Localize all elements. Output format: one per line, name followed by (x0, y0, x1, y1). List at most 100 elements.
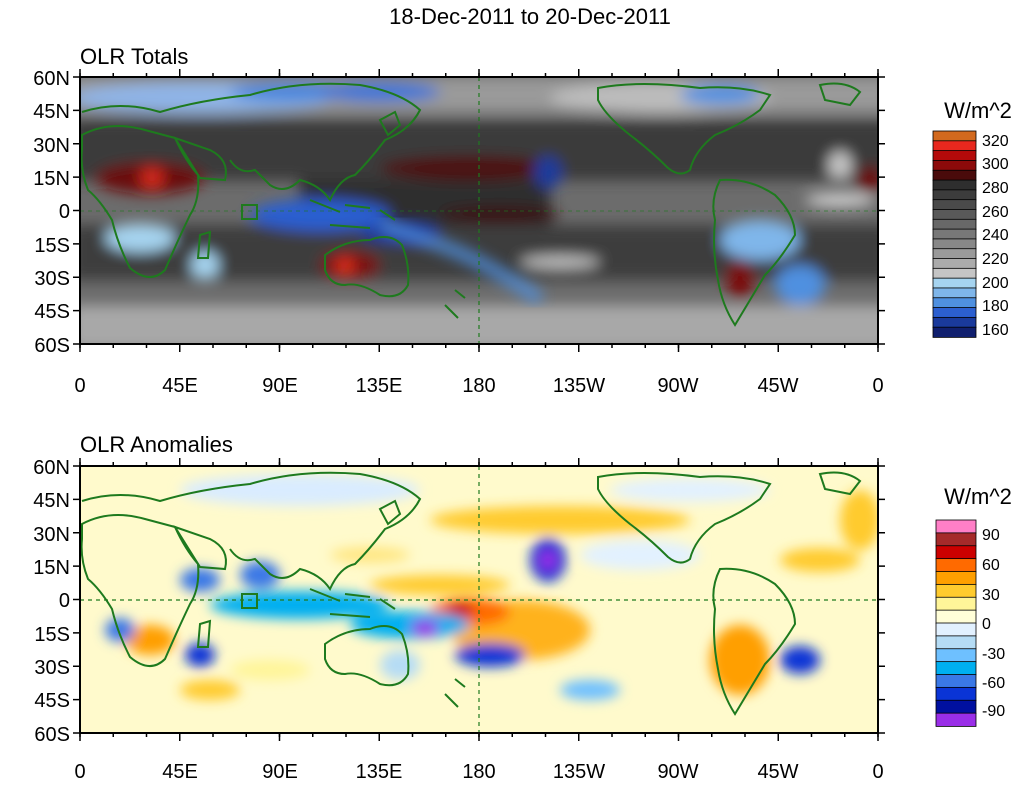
colorbar-swatch (935, 609, 977, 624)
lon-label: 0 (872, 375, 883, 397)
lon-label: 90E (262, 761, 298, 783)
lon-label: 135E (356, 375, 403, 397)
colorbar-label: 30 (982, 587, 1000, 604)
lon-label: 135W (553, 761, 605, 783)
colorbar-label: 60 (982, 557, 1000, 574)
colorbar-anomalies (935, 519, 977, 727)
colorbar-label: 260 (982, 204, 1009, 221)
colorbar-swatch (932, 218, 977, 230)
colorbar-swatch (932, 140, 977, 152)
lat-label: 30S (34, 268, 70, 290)
colorbar-swatch (935, 635, 977, 650)
lon-label: 0 (74, 761, 85, 783)
colorbar-swatch (935, 622, 977, 637)
lat-label: 60N (33, 68, 70, 90)
colorbar-swatch (935, 571, 977, 586)
colorbar-swatch (932, 150, 977, 162)
colorbar-swatch (935, 661, 977, 676)
lat-label: 15N (33, 168, 70, 190)
colorbar-swatch (932, 287, 977, 299)
colorbar-swatch (932, 307, 977, 319)
colorbar-label: 160 (982, 322, 1009, 339)
panel-totals: OLR Totals (33, 44, 1012, 397)
colorbar-swatch (932, 316, 977, 328)
colorbar-swatch (932, 267, 977, 279)
lon-label: 0 (872, 761, 883, 783)
colorbar-swatch (932, 277, 977, 289)
colorbar-swatch (935, 712, 977, 727)
colorbar-swatch (932, 238, 977, 250)
lat-label: 60S (34, 335, 70, 357)
colorbar-swatch (932, 258, 977, 270)
colorbar-swatch (932, 130, 977, 142)
lon-label: 90W (657, 761, 698, 783)
lon-label: 45W (757, 761, 798, 783)
lat-label: 30N (33, 135, 70, 157)
lat-label: 0 (59, 590, 70, 612)
lon-label: 135E (356, 761, 403, 783)
lat-label: 60S (34, 724, 70, 746)
colorbar-swatch (932, 199, 977, 211)
colorbar-swatch (932, 169, 977, 181)
panel-anomalies: OLR Anomalies (33, 432, 1012, 783)
colorbar-swatch (932, 297, 977, 309)
colorbar-label: 320 (982, 133, 1009, 150)
colorbar-swatch (935, 674, 977, 689)
colorbar-label: 180 (982, 298, 1009, 315)
lon-label: 45E (162, 761, 198, 783)
colorbar-swatch (932, 160, 977, 172)
colorbar-label: 90 (982, 527, 1000, 544)
lat-label: 0 (59, 201, 70, 223)
colorbar-label: -60 (982, 675, 1005, 692)
colorbar-swatch (935, 648, 977, 663)
lat-label: 15S (34, 235, 70, 257)
lat-label: 45N (33, 490, 70, 512)
lat-label: 30N (33, 524, 70, 546)
lon-label: 90W (657, 375, 698, 397)
colorbar-swatch (935, 558, 977, 573)
colorbar-label: 200 (982, 275, 1009, 292)
panel-title-anomalies: OLR Anomalies (80, 432, 233, 457)
lat-label: 15S (34, 624, 70, 646)
colorbar-label: 300 (982, 156, 1009, 173)
colorbar-anomalies-labels: 90 60 30 0 -30 -60 -90 (982, 527, 1005, 720)
colorbar-swatch (932, 189, 977, 201)
lon-label: 135W (553, 375, 605, 397)
colorbar-swatch (935, 583, 977, 599)
lat-label: 30S (34, 657, 70, 679)
colorbar-swatch (932, 248, 977, 260)
lat-label: 60N (33, 457, 70, 479)
lon-label: 0 (74, 375, 85, 397)
colorbar-swatch (935, 545, 977, 560)
colorbar-totals (932, 130, 977, 338)
units-label-anomalies: W/m^2 (944, 484, 1012, 509)
lon-label: 180 (462, 375, 495, 397)
colorbar-swatch (932, 326, 977, 338)
panel-title-totals: OLR Totals (80, 44, 188, 69)
lat-label: 45S (34, 690, 70, 712)
colorbar-label: 240 (982, 227, 1009, 244)
colorbar-label: -90 (982, 703, 1005, 720)
colorbar-swatch (935, 686, 977, 702)
colorbar-swatch (932, 179, 977, 191)
units-label-totals: W/m^2 (944, 98, 1012, 123)
colorbar-label: 0 (982, 616, 991, 633)
lat-label: 45N (33, 101, 70, 123)
lon-label: 90E (262, 375, 298, 397)
lat-label: 15N (33, 557, 70, 579)
olr-totals-map (80, 77, 878, 344)
lon-label: 180 (462, 761, 495, 783)
colorbar-swatch (935, 596, 977, 611)
lon-label: 45W (757, 375, 798, 397)
colorbar-swatch (935, 532, 977, 547)
colorbar-swatch (932, 228, 977, 240)
colorbar-label: 220 (982, 251, 1009, 268)
colorbar-label: -30 (982, 646, 1005, 663)
colorbar-swatch (935, 699, 977, 714)
lat-label: 45S (34, 301, 70, 323)
colorbar-swatch (932, 209, 977, 221)
colorbar-totals-labels: 320 300 280 260 240 220 200 180 160 (982, 133, 1009, 339)
lon-label: 45E (162, 375, 198, 397)
colorbar-swatch (935, 519, 977, 534)
